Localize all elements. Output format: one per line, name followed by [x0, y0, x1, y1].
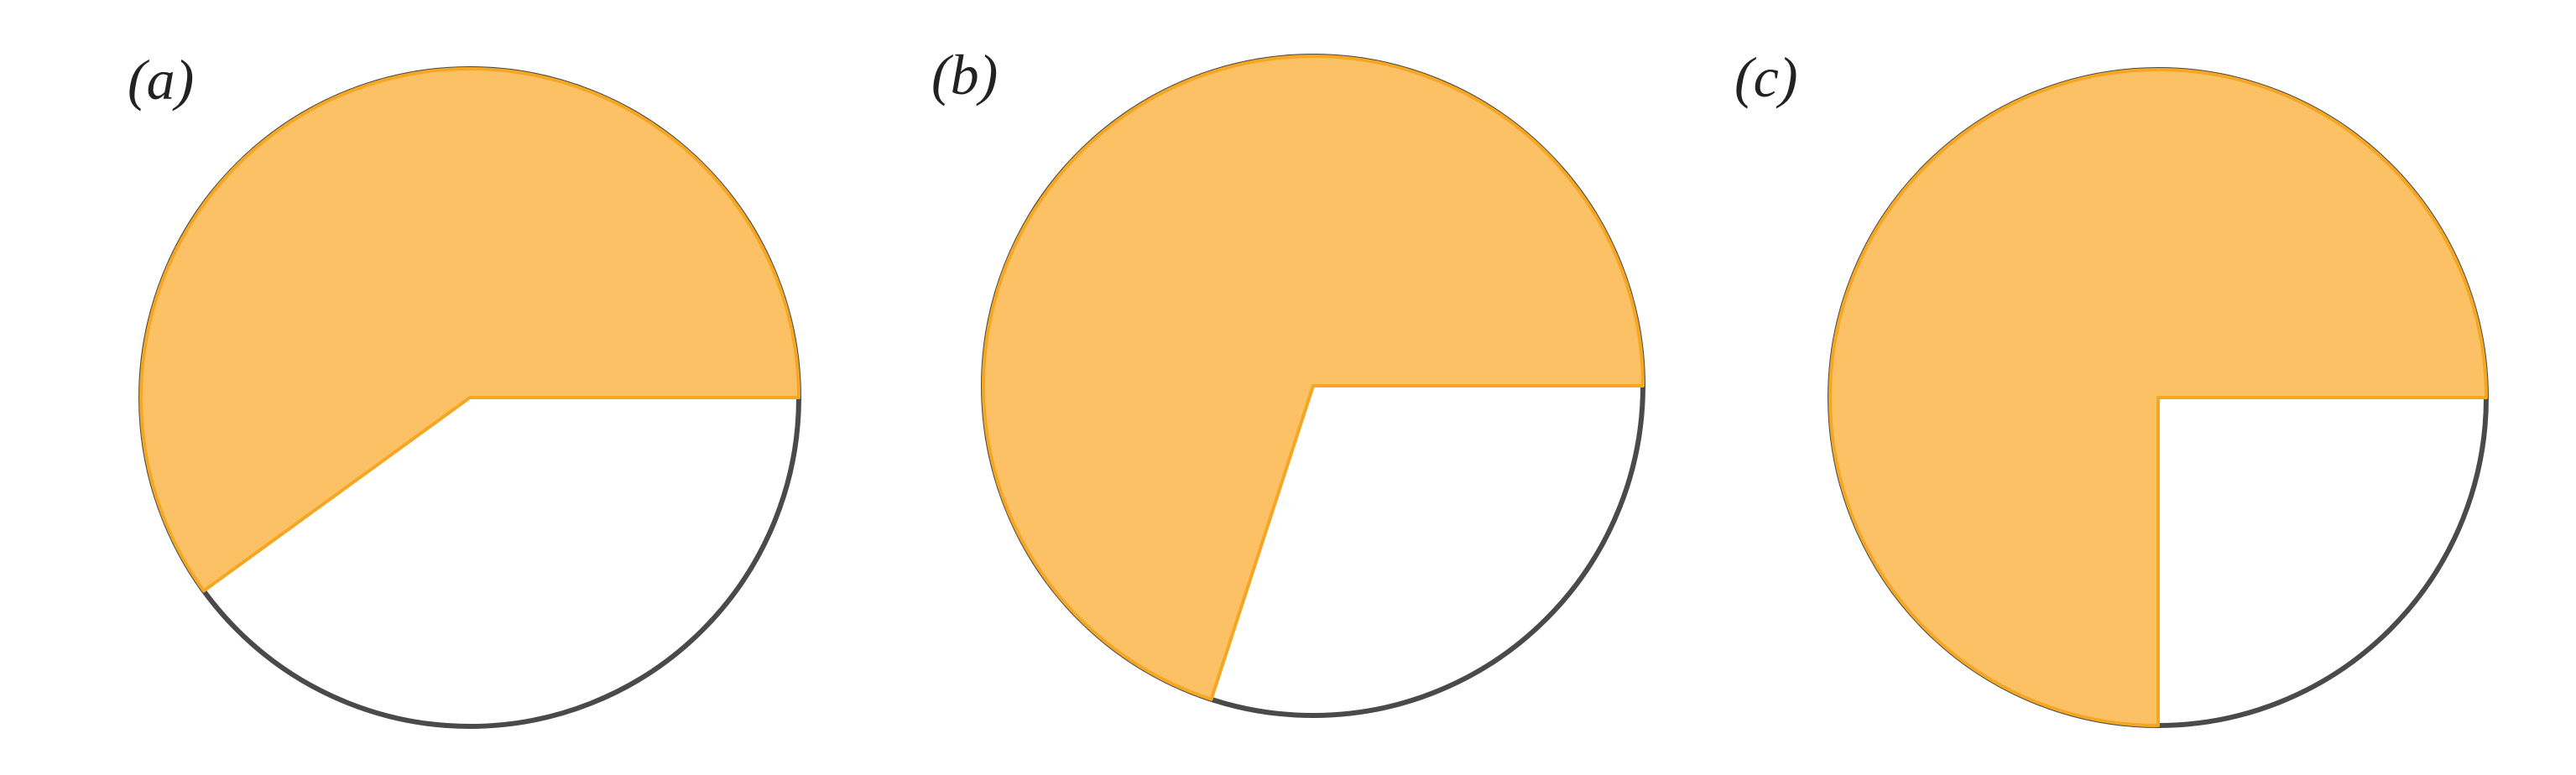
- panel-a-label: (a): [128, 48, 194, 112]
- panel-c: (c): [1734, 45, 2489, 728]
- panel-b-label: (b): [931, 43, 998, 107]
- panel-b-shaded-sector: [982, 55, 1645, 701]
- panel-a: (a): [128, 48, 801, 729]
- panel-b: (b): [931, 43, 1645, 718]
- panel-c-shaded-sector: [1828, 68, 2488, 727]
- panel-a-shaded-sector: [139, 67, 800, 593]
- panel-c-label: (c): [1734, 45, 1797, 109]
